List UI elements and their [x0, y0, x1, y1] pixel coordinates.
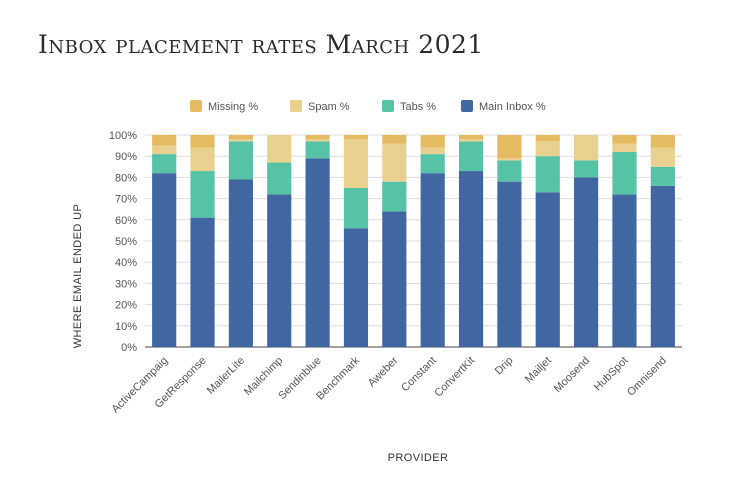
bar-segment: [190, 147, 215, 172]
x-tick-label: Moosend: [552, 355, 592, 395]
y-tick-label: 0%: [121, 342, 137, 354]
bar-segment: [574, 135, 599, 161]
bar-segment: [228, 139, 253, 142]
y-tick-label: 20%: [115, 300, 137, 312]
bar-segment: [497, 158, 522, 161]
legend-label: Spam %: [308, 101, 350, 113]
bar-segment: [305, 135, 330, 140]
x-tick-label: Omnisend: [625, 355, 669, 399]
bar-segment: [152, 154, 177, 174]
bar-segment: [152, 135, 177, 146]
x-axis-ticks: ActiveCampaigGetResponseMailerLiteMailch…: [109, 354, 668, 415]
y-tick-label: 90%: [115, 151, 137, 163]
chart-title: Inbox placement rates March 2021: [38, 30, 484, 59]
legend-swatch: [190, 100, 202, 112]
bar-segment: [420, 154, 445, 174]
bar-segment: [228, 179, 253, 347]
bar-segment: [343, 188, 369, 229]
bar-segment: [190, 217, 215, 347]
bar-segment: [612, 135, 637, 144]
y-tick-label: 30%: [115, 278, 137, 290]
y-axis-ticks: 0% 10% 20% 30% 40% 50% 60% 70% 80% 90% 100%: [109, 130, 137, 354]
y-tick-label: 60%: [115, 215, 137, 227]
bar-segment: [267, 194, 292, 347]
x-axis-title: PROVIDER: [388, 452, 449, 464]
y-tick-label: 50%: [115, 236, 137, 248]
bar-segment: [458, 139, 484, 142]
bar-segment: [458, 141, 484, 172]
x-tick-label: HubSpot: [592, 355, 631, 394]
bar-segment: [343, 135, 369, 140]
y-tick-label: 10%: [115, 321, 137, 333]
bar-segment: [458, 135, 484, 140]
bar-segment: [535, 141, 560, 157]
legend-swatch: [461, 100, 473, 112]
bar-segment: [267, 135, 292, 163]
bar-segment: [267, 162, 292, 195]
bar-segment: [152, 173, 177, 347]
bar-segment: [152, 145, 177, 155]
bar-segment: [458, 171, 484, 347]
bar-segment: [382, 181, 407, 212]
bar-segment: [535, 156, 560, 193]
bar-segment: [420, 173, 445, 347]
bar-segment: [497, 135, 522, 159]
bar-segment: [497, 181, 522, 347]
bar-segment: [343, 139, 369, 188]
bar-segment: [228, 135, 253, 140]
bar-segment: [650, 135, 675, 148]
bar-segment: [343, 228, 369, 347]
y-tick-label: 100%: [109, 130, 137, 142]
bar-segment: [574, 160, 599, 178]
legend-label: Missing %: [208, 101, 258, 113]
bar-segment: [535, 135, 560, 142]
bar-segment: [650, 147, 675, 167]
bar-segment: [535, 192, 560, 347]
legend-swatch: [382, 100, 394, 112]
bar-segment: [420, 147, 445, 155]
legend-label: Tabs %: [400, 101, 436, 113]
legend: Missing % Spam % Tabs % Main Inbox %: [190, 100, 546, 113]
y-tick-label: 80%: [115, 172, 137, 184]
bar-segment: [305, 141, 330, 159]
x-tick-label: Aweber: [366, 354, 401, 389]
bar-segment: [650, 185, 675, 347]
bar-segment: [420, 135, 445, 148]
bar-segment: [382, 135, 407, 144]
x-tick-label: ConvertKit: [432, 355, 477, 400]
x-tick-label: MailerLite: [205, 355, 247, 397]
bar-segment: [305, 158, 330, 347]
y-tick-label: 40%: [115, 257, 137, 269]
x-tick-label: Drip: [493, 355, 516, 378]
bar-segment: [574, 177, 599, 347]
bar-segment: [612, 151, 637, 195]
x-tick-label: Mailjet: [523, 355, 554, 386]
y-tick-label: 70%: [115, 194, 137, 206]
bar-segment: [650, 166, 675, 186]
bar-segment: [612, 194, 637, 347]
y-axis-title: WHERE EMAIL ENDED UP: [72, 204, 84, 349]
bar-segment: [190, 135, 215, 148]
bar-segment: [612, 143, 637, 152]
bar-segment: [190, 171, 215, 218]
bar-segment: [228, 141, 253, 180]
gridlines: [145, 134, 682, 348]
bar-segment: [305, 139, 330, 142]
bar-segment: [497, 160, 522, 182]
legend-label: Main Inbox %: [479, 101, 546, 113]
bars: [152, 135, 675, 347]
bar-segment: [382, 211, 407, 347]
bar-segment: [382, 143, 407, 182]
legend-swatch: [290, 100, 302, 112]
x-tick-label: Constant: [399, 355, 439, 395]
